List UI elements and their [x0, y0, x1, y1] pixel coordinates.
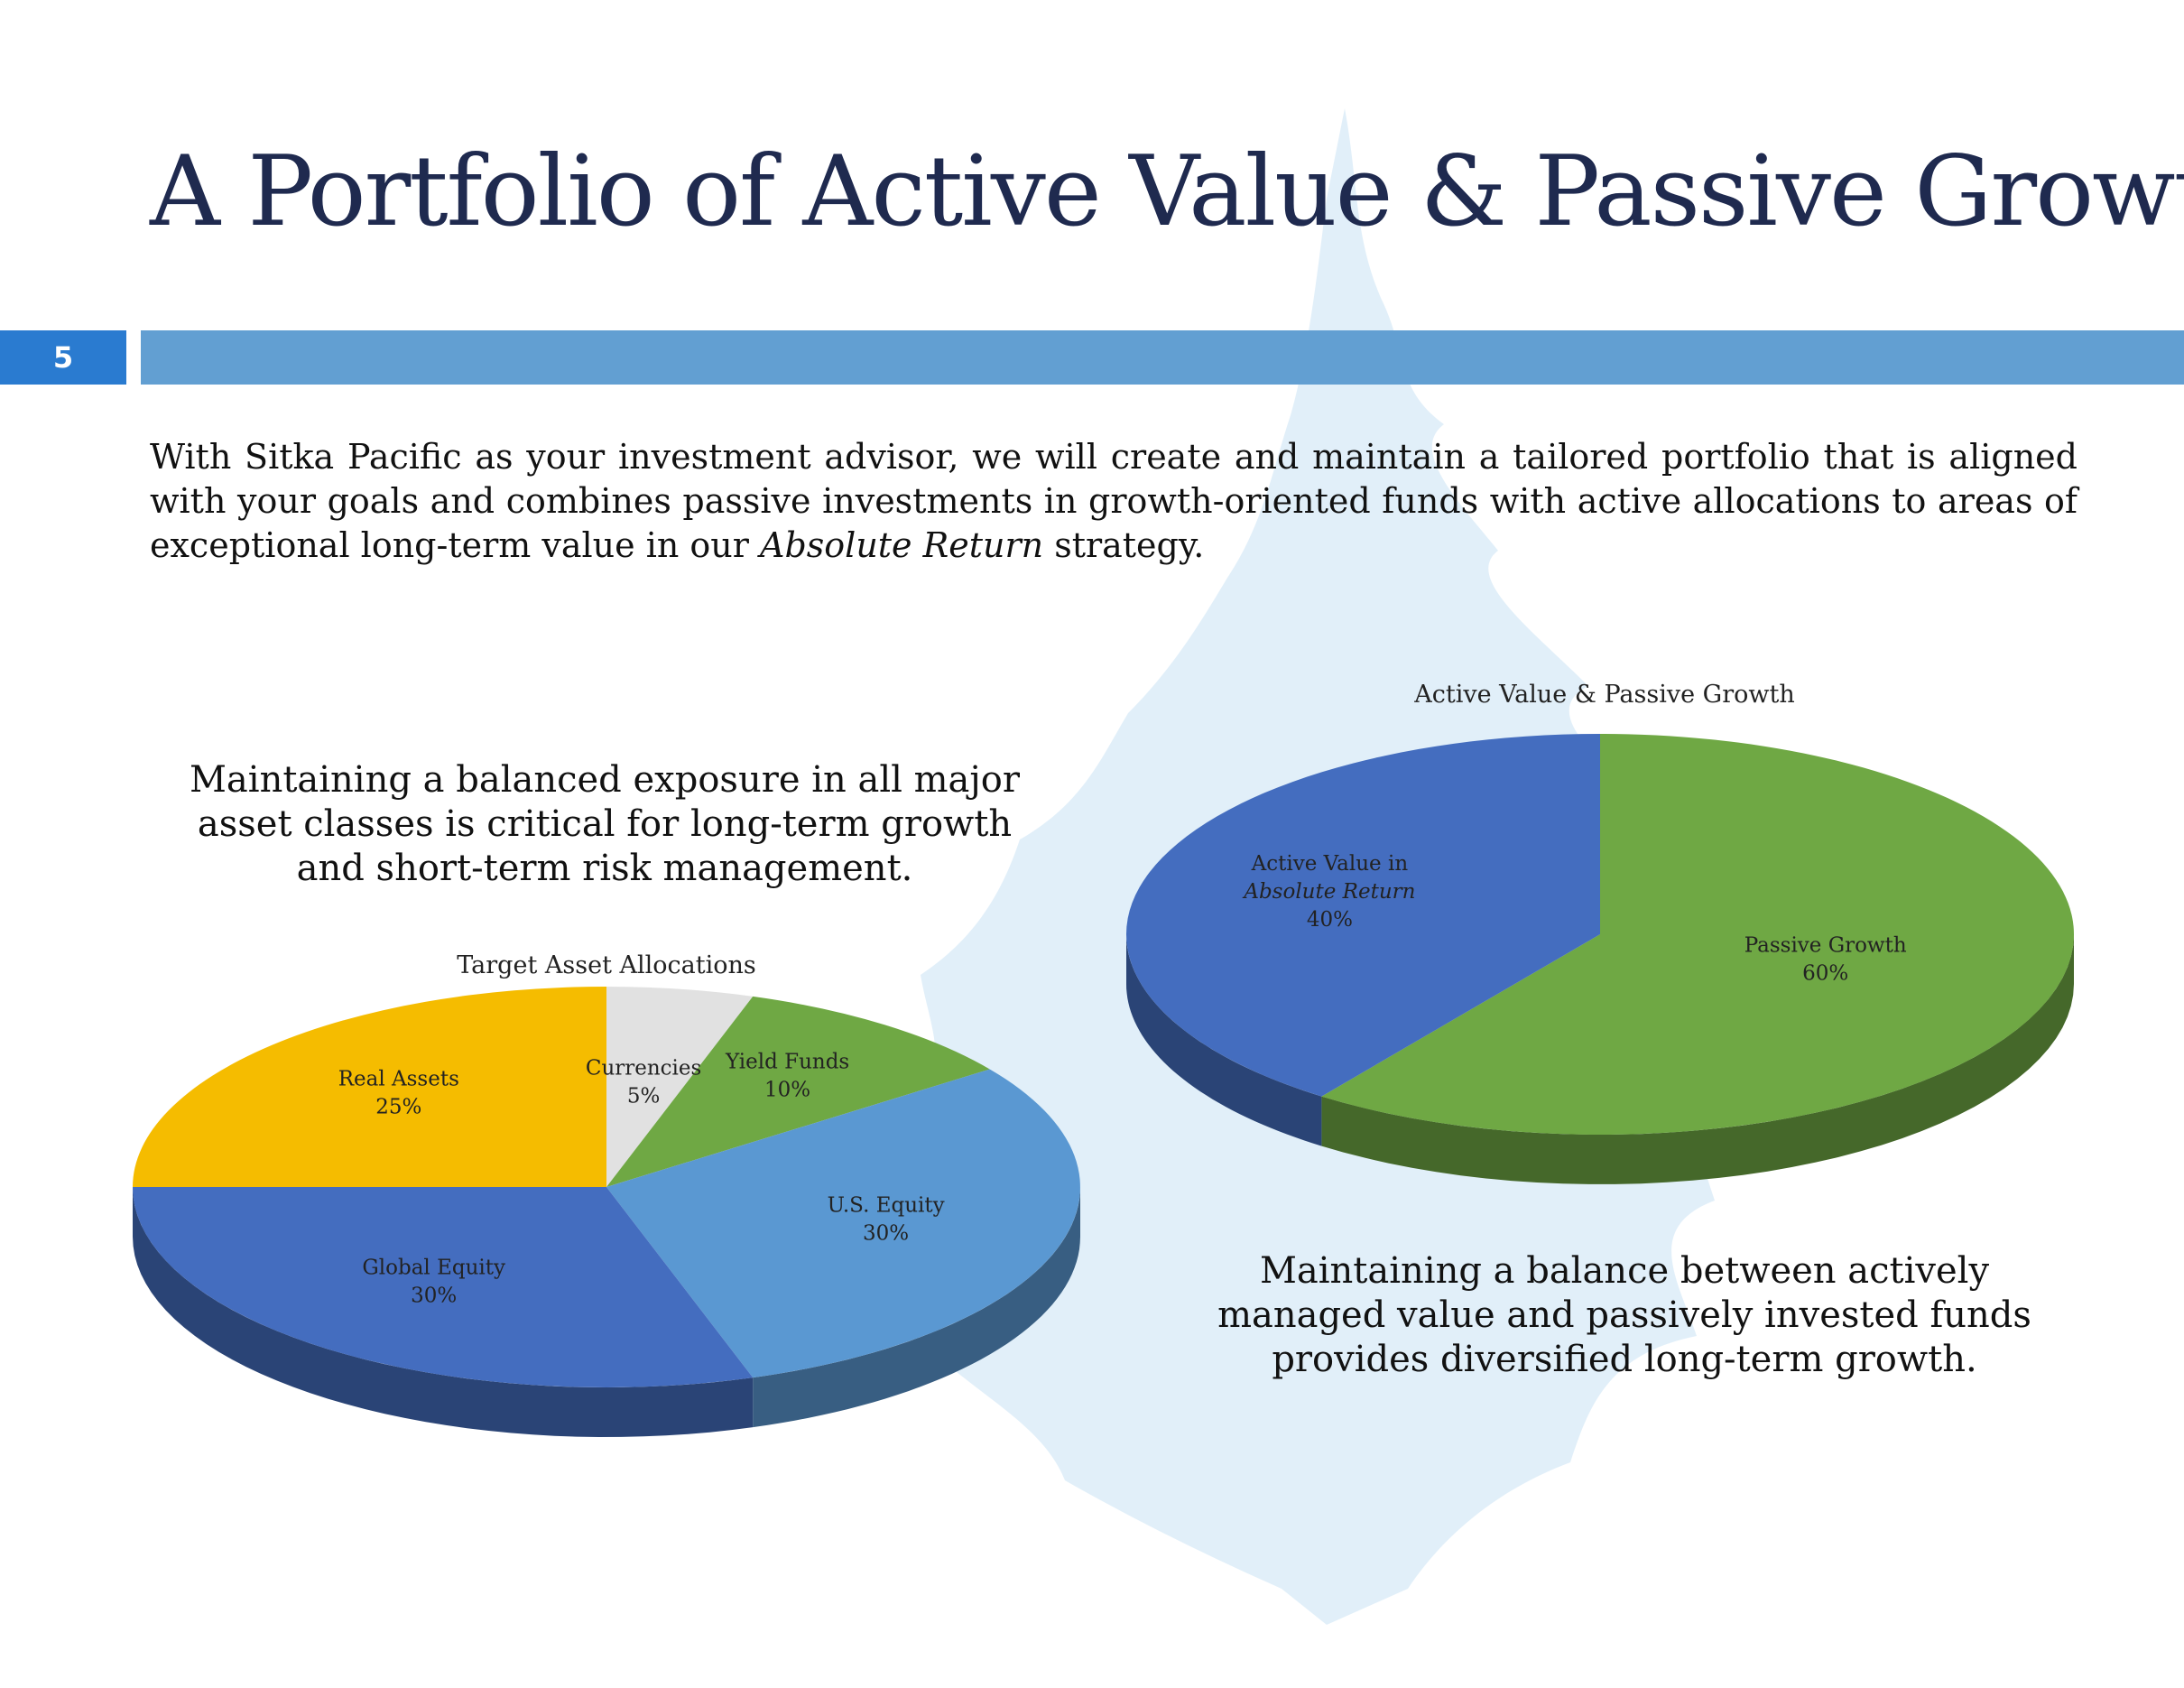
pie-chart-0: Target Asset Allocations Currencies 5% Yiel… — [133, 951, 1080, 1437]
pie-slice-1-1 — [1125, 734, 1600, 1097]
intro-text-2: strategy. — [1043, 525, 1205, 565]
pie-slice-0-0 — [606, 987, 754, 1187]
slice-category-label-0-3-0: Global Equity — [362, 1256, 505, 1279]
header-band — [141, 330, 2184, 385]
pie-slice-0-2 — [606, 1069, 1080, 1378]
slice-category-label-0-4-0: Real Assets — [338, 1068, 459, 1091]
slice-value-label-0-1: 10% — [764, 1078, 810, 1101]
intro-paragraph: With Sitka Pacific as your investment ad… — [150, 435, 2078, 568]
pie-slice-1-0 — [1321, 734, 2074, 1135]
slice-value-label-1-0: 60% — [1802, 961, 1848, 985]
chart-title-0: Target Asset Allocations — [457, 951, 755, 979]
pie-side-0-3 — [133, 1187, 754, 1437]
pie-slice-0-3 — [133, 1187, 754, 1387]
slice-value-label-0-4: 25% — [375, 1096, 421, 1119]
slice-category-label-0-1-0: Yield Funds — [725, 1050, 849, 1073]
slice-category-label-0-2-0: U.S. Equity — [828, 1194, 945, 1218]
page-number-badge: 5 — [0, 330, 126, 385]
slice-category-label-1-1-0: Active Value in — [1251, 852, 1409, 876]
pie-chart-1: Active Value & Passive Growth Passive Gro… — [1125, 681, 2074, 1184]
slice-value-label-0-3: 30% — [411, 1284, 457, 1307]
chart-title-1: Active Value & Passive Growth — [1413, 681, 1795, 709]
slice-value-label-0-0: 5% — [627, 1084, 661, 1108]
pie-slice-0-4 — [133, 987, 606, 1187]
caption-asset-allocation: Maintaining a balanced exposure in all m… — [189, 759, 1021, 889]
caption-active-passive: Maintaining a balance between actively m… — [1217, 1250, 2031, 1380]
page-number: 5 — [52, 340, 74, 375]
page-title: A Portfolio of Active Value & Passive Gr… — [150, 135, 2184, 248]
pie-side-1-1 — [1126, 934, 1322, 1146]
slice-category-label-0-0-0: Currencies — [586, 1056, 701, 1080]
slice-value-label-1-1: 40% — [1307, 908, 1353, 932]
intro-emphasis: Absolute Return — [760, 525, 1044, 565]
slice-category-label-1-1-1: Absolute Return — [1242, 880, 1415, 904]
slice-value-label-0-2: 30% — [863, 1222, 909, 1246]
slice-category-label-1-0-0: Passive Growth — [1744, 933, 1907, 957]
pie-side-1-0 — [1321, 934, 2074, 1184]
intro-text-1: With Sitka Pacific as your investment ad… — [150, 437, 2078, 565]
pie-slice-0-1 — [606, 996, 990, 1187]
pie-side-0-2 — [753, 1187, 1080, 1428]
